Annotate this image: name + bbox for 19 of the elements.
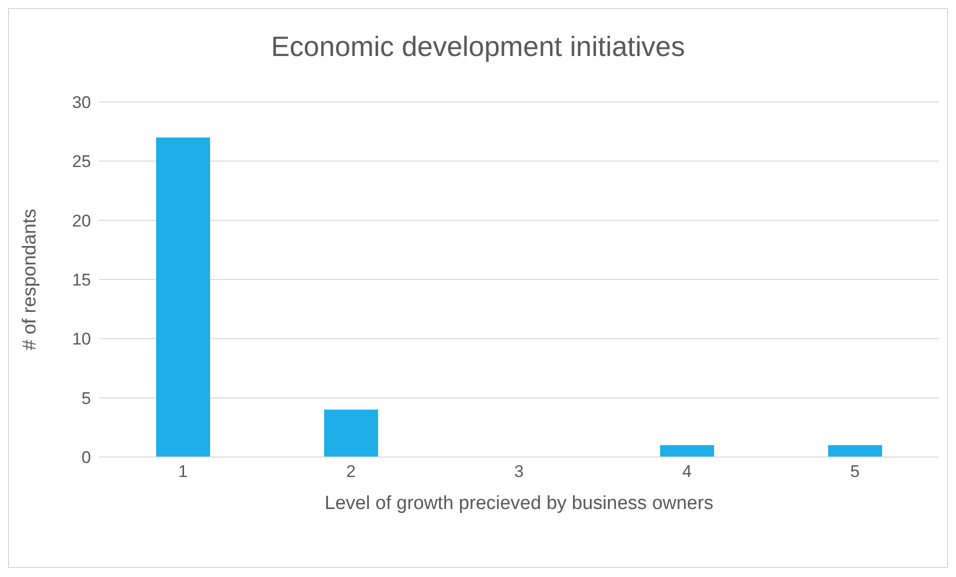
bar (828, 445, 882, 457)
bar (156, 138, 210, 457)
x-tick-label: 1 (178, 462, 188, 482)
bar (660, 445, 714, 457)
x-tick-label: 5 (850, 462, 860, 482)
x-tick-label: 4 (682, 462, 692, 482)
y-tick-label: 5 (82, 388, 91, 408)
bar (324, 410, 378, 457)
x-tick-label: 2 (346, 462, 356, 482)
y-tick-label: 30 (72, 93, 91, 112)
y-tick-label: 15 (72, 270, 91, 290)
chart-title: Economic development initiatives (270, 31, 686, 63)
x-tick-label: 3 (514, 462, 524, 482)
y-axis-title: # of respondants (20, 208, 41, 350)
y-tick-label: 25 (72, 152, 91, 172)
y-tick-label: 20 (72, 211, 91, 230)
y-tick-label: 0 (82, 448, 91, 468)
x-axis-title: Level of growth precieved by business owners (324, 493, 714, 514)
y-tick-label: 10 (72, 330, 91, 349)
